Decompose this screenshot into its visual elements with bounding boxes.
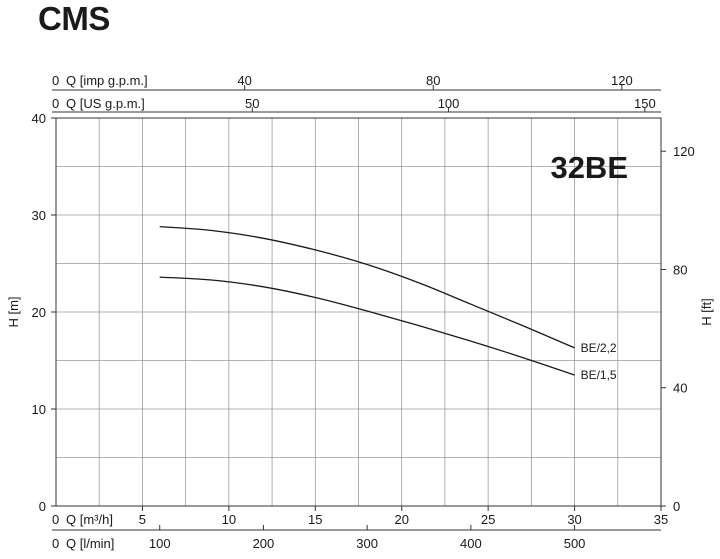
- x-axis-lmin-tick-label: 300: [356, 536, 378, 551]
- x-axis-lmin-tick-label: 400: [460, 536, 482, 551]
- y-left-tick-label: 30: [32, 208, 46, 223]
- series-label-1: BE/2,2: [581, 341, 617, 355]
- x-axis-imp-gpm-tick-label: 120: [611, 73, 633, 88]
- y-left-tick-label: 40: [32, 111, 46, 126]
- x-axis-us-gpm-label: Q [US g.p.m.]: [66, 96, 145, 111]
- y-axis-left-label: H [m]: [6, 296, 21, 327]
- series-line-1: [159, 225, 575, 349]
- x-axis-us-gpm-tick-label: 100: [438, 96, 460, 111]
- y-right-tick-label: 80: [673, 262, 687, 277]
- x-axis-us-gpm-tick-label: 50: [245, 96, 259, 111]
- x-axis-lmin-origin: 0: [52, 536, 59, 551]
- x-axis-imp-gpm-origin: 0: [52, 73, 59, 88]
- x-axis-lmin-tick-label: 500: [564, 536, 586, 551]
- x-axis-m3h-tick-label: 35: [654, 512, 668, 527]
- y-left-tick-label: 10: [32, 402, 46, 417]
- x-axis-m3h-tick-label: 5: [139, 512, 146, 527]
- x-axis-m3h-tick-label: 15: [308, 512, 322, 527]
- chart-title: 32BE: [550, 150, 628, 185]
- y-left-tick-label: 20: [32, 305, 46, 320]
- x-axis-m3h-tick-label: 25: [481, 512, 495, 527]
- series-label-2: BE/1,5: [581, 368, 617, 382]
- x-axis-m3h-label: Q [m³/h]: [66, 512, 113, 527]
- y-right-tick-label: 120: [673, 144, 695, 159]
- y-right-tick-label: 40: [673, 381, 687, 396]
- x-axis-lmin-tick-label: 200: [253, 536, 275, 551]
- y-left-tick-label: 0: [39, 499, 46, 514]
- x-axis-lmin-label: Q [l/min]: [66, 536, 114, 551]
- x-axis-imp-gpm-label: Q [imp g.p.m.]: [66, 73, 148, 88]
- x-axis-m3h-tick-label: 10: [222, 512, 236, 527]
- series-line-2: [159, 276, 575, 376]
- x-axis-us-gpm-tick-label: 150: [634, 96, 656, 111]
- x-axis-lmin-tick-label: 100: [149, 536, 171, 551]
- x-axis-imp-gpm-tick-label: 80: [426, 73, 440, 88]
- series-layer: BE/2,2 BE/1,5: [159, 225, 617, 382]
- x-axis-imp-gpm-tick-label: 40: [237, 73, 251, 88]
- x-axis-m3h-origin: 0: [52, 512, 59, 527]
- x-axis-m3h-tick-label: 30: [567, 512, 581, 527]
- y-right-tick-label: 0: [673, 499, 680, 514]
- x-axis-m3h-tick-label: 20: [394, 512, 408, 527]
- brand-title: CMS: [38, 0, 110, 37]
- x-axis-us-gpm-origin: 0: [52, 96, 59, 111]
- y-axis-right-label: H [ft]: [699, 298, 714, 325]
